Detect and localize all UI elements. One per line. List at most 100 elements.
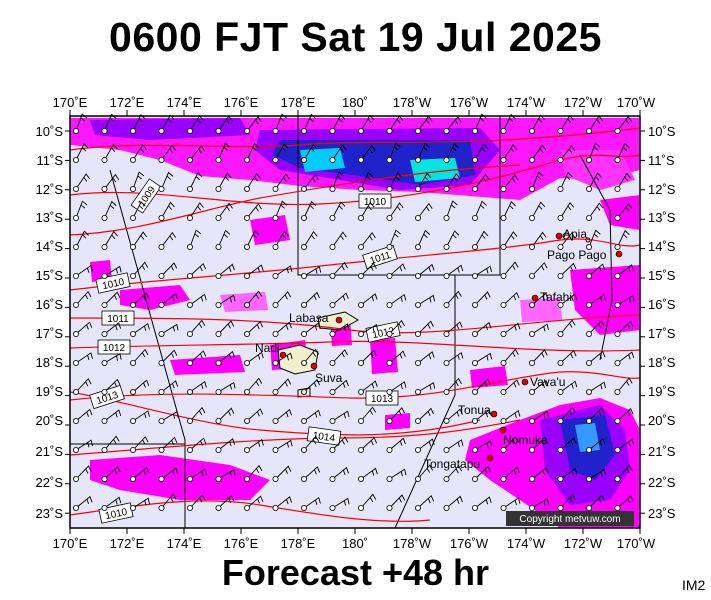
wind-barb: [75, 439, 93, 451]
wind-barb: [132, 231, 148, 248]
wind-barb: [531, 144, 547, 161]
wind-barb: [588, 407, 605, 422]
wind-barb-station: [443, 301, 450, 308]
wind-barb-station: [186, 214, 193, 221]
wind-barb: [446, 264, 464, 277]
lat-label: 10˚S: [36, 124, 64, 139]
wind-barb-station: [357, 446, 364, 453]
wind-barb: [617, 229, 630, 248]
wind-barb-station: [129, 446, 136, 453]
wind-barb: [189, 437, 207, 451]
wind-barb-station: [129, 243, 136, 250]
wind-barb: [474, 465, 491, 480]
wind-barb-station: [73, 243, 80, 250]
lat-label: 11˚S: [37, 153, 64, 168]
wind-barb-station: [586, 417, 593, 424]
wind-barb-station: [414, 417, 421, 424]
wind-barb: [275, 352, 293, 364]
copyright-box: [506, 511, 634, 526]
wind-barb: [417, 294, 436, 306]
wind-barb-station: [471, 272, 478, 279]
wind-barb: [389, 319, 405, 335]
wind-barb-station: [129, 214, 136, 221]
wind-barb-station: [357, 301, 364, 308]
wind-barb-station: [272, 446, 279, 453]
wind-barb: [417, 407, 434, 422]
wind-barb-station: [414, 272, 421, 279]
wind-barb: [503, 201, 516, 219]
wind-barb-station: [357, 272, 364, 279]
wind-barb-station: [215, 504, 222, 511]
wind-barb-station: [272, 185, 279, 192]
wind-barb: [275, 465, 292, 480]
wind-barb: [446, 321, 463, 335]
wind-barb-station: [443, 330, 450, 337]
wind-barb-station: [443, 127, 450, 134]
wind-barb: [75, 408, 93, 422]
wind-barb: [189, 468, 207, 480]
wind-barb: [275, 291, 292, 306]
place-vavau: Vava'u: [530, 375, 565, 389]
wind-barb: [189, 262, 207, 277]
wind-barb: [417, 142, 430, 161]
wind-barb: [617, 320, 634, 335]
wind-barb-station: [186, 243, 193, 250]
wind-barb-station: [414, 301, 421, 308]
wind-barb-station: [471, 243, 478, 250]
wind-barb-station: [101, 388, 108, 395]
wind-barb-station: [614, 156, 621, 163]
wind-barb-station: [529, 330, 536, 337]
wind-barb-station: [529, 417, 536, 424]
wind-barb-station: [215, 475, 222, 482]
wind-barb-station: [300, 156, 307, 163]
lat-label: 12˚S: [648, 182, 676, 197]
wind-barb-station: [471, 475, 478, 482]
wind-barb: [531, 349, 548, 364]
wind-barb-station: [529, 475, 536, 482]
wind-barb-station: [614, 330, 621, 337]
wind-barb-station: [443, 214, 450, 221]
wind-barb-station: [500, 417, 507, 424]
wind-barb-station: [557, 156, 564, 163]
wind-barb: [332, 349, 349, 364]
wind-barb-station: [471, 214, 478, 221]
isobars: [70, 127, 640, 522]
wind-barb-station: [243, 272, 250, 279]
wind-barb-station: [329, 504, 336, 511]
wind-barb-station: [586, 446, 593, 453]
wind-barb: [474, 143, 489, 161]
wind-barb: [503, 497, 521, 509]
wind-barb: [75, 495, 93, 509]
wind-barb: [588, 350, 606, 364]
wind-barb: [75, 230, 89, 248]
isobar-label: 1010: [101, 277, 125, 292]
wind-barb-station: [329, 475, 336, 482]
copyright-text: Copyright metvuw.com: [519, 514, 620, 525]
wind-barb-station: [357, 475, 364, 482]
wind-barb-station: [557, 272, 564, 279]
wind-barb: [303, 466, 321, 480]
wind-barb: [474, 230, 489, 248]
wind-barb-station: [73, 156, 80, 163]
wind-barb: [531, 292, 549, 306]
wind-barb-station: [186, 185, 193, 192]
wind-barb-station: [186, 127, 193, 134]
wind-barb-station: [186, 446, 193, 453]
wind-barb: [360, 171, 374, 190]
wind-barb-station: [500, 301, 507, 308]
wind-barb-station: [101, 446, 108, 453]
wind-barb: [560, 319, 576, 335]
wind-barb: [75, 352, 93, 364]
wind-barb: [417, 438, 435, 451]
lat-label: 23˚S: [648, 506, 676, 521]
wind-barb-station: [329, 127, 336, 134]
wind-barb: [332, 114, 346, 132]
wind-barb: [474, 321, 492, 335]
wind-barb-station: [73, 272, 80, 279]
wind-barb: [389, 381, 407, 393]
wind-barb-station: [614, 359, 621, 366]
wind-barb: [303, 174, 319, 190]
isobar-label: 1010: [364, 197, 387, 208]
wind-barb-station: [73, 388, 80, 395]
wind-barb: [104, 230, 118, 248]
